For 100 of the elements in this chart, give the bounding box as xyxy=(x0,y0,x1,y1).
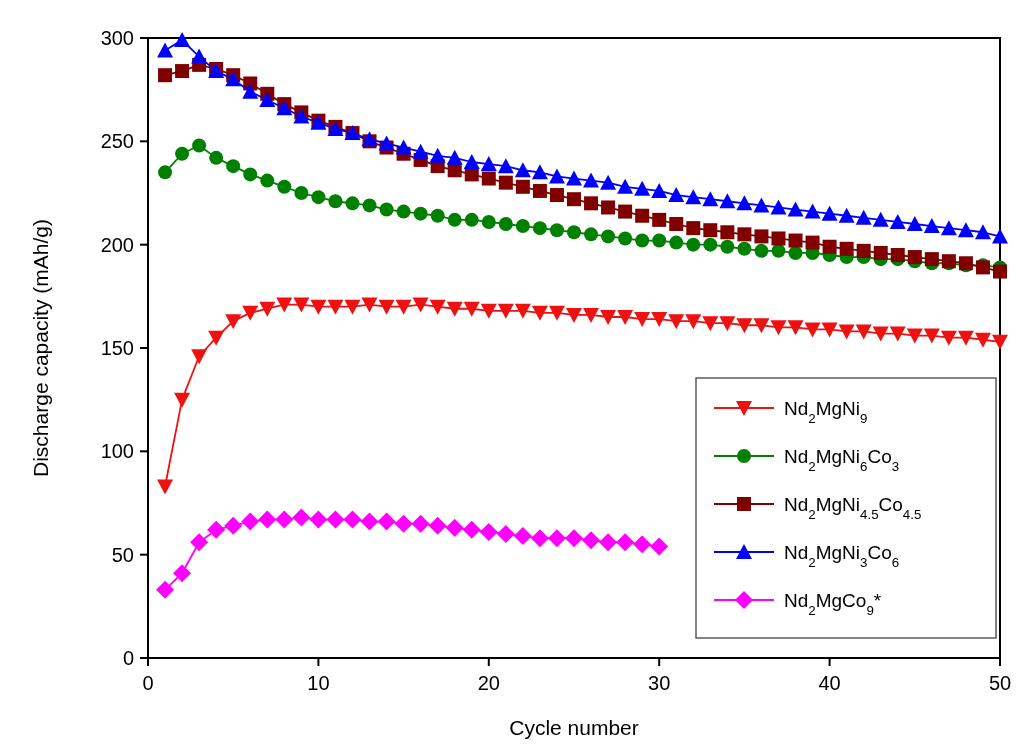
point xyxy=(515,179,530,194)
point xyxy=(395,299,412,315)
point xyxy=(378,135,395,151)
point xyxy=(634,312,651,328)
point xyxy=(582,531,601,550)
point xyxy=(156,580,175,599)
point xyxy=(635,208,650,223)
point xyxy=(241,512,260,531)
point xyxy=(855,324,872,340)
point xyxy=(736,195,753,211)
point xyxy=(702,191,719,207)
point xyxy=(175,146,190,161)
point xyxy=(207,520,226,539)
point xyxy=(174,32,191,48)
point xyxy=(157,42,174,58)
point xyxy=(669,235,684,250)
point xyxy=(821,205,838,221)
x-tick-label: 0 xyxy=(142,672,154,694)
point xyxy=(412,143,429,159)
point xyxy=(532,221,547,236)
point xyxy=(753,197,770,213)
point xyxy=(907,250,922,265)
point xyxy=(191,349,208,365)
legend-label: Nd$_{2}$MgNi$_{3}$Co$_{6}$ xyxy=(784,542,900,570)
point xyxy=(838,324,855,340)
point xyxy=(446,301,463,317)
point xyxy=(668,187,685,203)
point xyxy=(276,100,293,116)
point xyxy=(463,301,480,317)
point xyxy=(343,510,362,529)
legend-label: Nd$_{2}$MgNi$_{9}$ xyxy=(784,398,868,426)
y-tick-label: 200 xyxy=(100,233,134,256)
point xyxy=(258,510,277,529)
point xyxy=(158,68,173,83)
point xyxy=(600,310,617,325)
point xyxy=(719,316,736,332)
point xyxy=(618,231,633,246)
point xyxy=(428,516,447,535)
point xyxy=(855,209,872,225)
point xyxy=(429,147,446,163)
point xyxy=(566,307,582,323)
point xyxy=(395,139,412,155)
point xyxy=(379,202,394,217)
point xyxy=(583,172,600,188)
point xyxy=(430,208,445,223)
point xyxy=(498,175,513,190)
point xyxy=(651,312,668,328)
point xyxy=(496,525,515,543)
point xyxy=(464,212,479,227)
point xyxy=(377,512,396,531)
y-tick-label: 300 xyxy=(100,27,134,49)
point xyxy=(462,520,481,539)
point xyxy=(224,516,243,535)
point xyxy=(362,198,377,213)
point xyxy=(924,252,939,267)
y-tick-label: 100 xyxy=(100,440,134,463)
point xyxy=(293,297,310,313)
point xyxy=(498,217,513,231)
point xyxy=(923,328,940,344)
point xyxy=(736,318,753,334)
point xyxy=(633,535,652,554)
point xyxy=(567,225,581,240)
point xyxy=(463,154,480,169)
point xyxy=(838,207,855,223)
point xyxy=(685,189,702,205)
point xyxy=(974,224,991,240)
point xyxy=(771,243,786,258)
point xyxy=(873,245,888,260)
point xyxy=(480,303,497,319)
legend-label: Nd$_{2}$MgCo$_{9}$* xyxy=(784,590,882,618)
legend-label: Nd$_{2}$MgNi$_{4.5}$Co$_{4.5}$ xyxy=(784,494,922,522)
point xyxy=(547,529,566,548)
point xyxy=(584,227,599,242)
point xyxy=(787,201,804,217)
point xyxy=(515,219,530,234)
point xyxy=(567,192,581,207)
point xyxy=(309,510,328,529)
point xyxy=(754,229,769,244)
point xyxy=(992,228,1008,244)
point xyxy=(481,171,496,186)
y-tick-label: 50 xyxy=(111,543,134,566)
point xyxy=(497,303,514,319)
point xyxy=(480,156,497,172)
point xyxy=(940,220,957,236)
point xyxy=(737,241,752,256)
point xyxy=(158,165,173,180)
point xyxy=(447,212,462,227)
point xyxy=(616,533,635,552)
point xyxy=(788,233,803,248)
point xyxy=(617,178,634,194)
point xyxy=(839,241,854,256)
point xyxy=(651,182,668,198)
point xyxy=(634,180,651,196)
point xyxy=(821,322,838,338)
point xyxy=(173,564,192,583)
point xyxy=(242,83,259,99)
x-tick-label: 20 xyxy=(477,672,500,694)
point xyxy=(669,217,684,231)
point xyxy=(225,314,242,330)
point xyxy=(753,318,770,334)
